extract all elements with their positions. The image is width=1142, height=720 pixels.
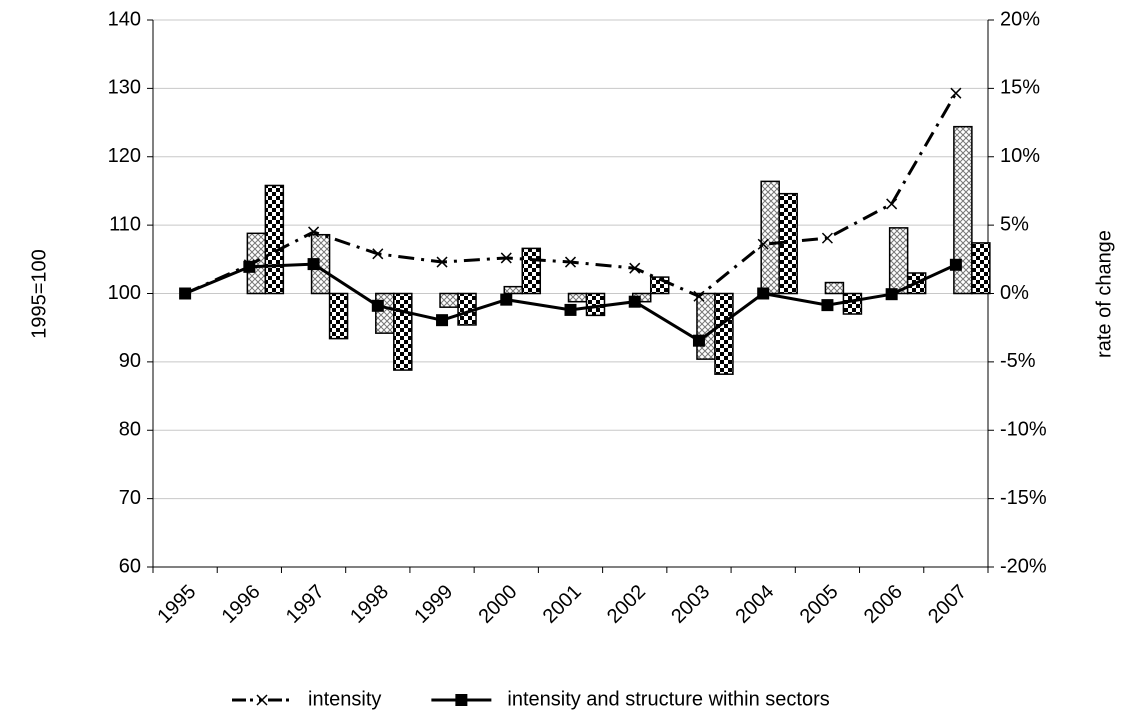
y2-tick-label: -20% bbox=[1000, 555, 1047, 577]
bar bbox=[264, 184, 285, 295]
point-marker bbox=[950, 87, 962, 99]
point-marker bbox=[564, 303, 577, 316]
bar bbox=[696, 292, 716, 360]
x-tick-label: 2004 bbox=[731, 581, 778, 628]
point-marker bbox=[564, 256, 577, 268]
y-tick-label: 120 bbox=[108, 145, 141, 167]
bar bbox=[393, 292, 413, 371]
point-marker bbox=[629, 262, 641, 274]
y2-tick-label: -10% bbox=[1000, 419, 1047, 441]
y2-tick-label: 15% bbox=[1000, 77, 1040, 99]
bar bbox=[567, 292, 588, 303]
y-tick-label: 130 bbox=[108, 77, 141, 99]
point-marker bbox=[372, 248, 384, 260]
y-tick-label: 100 bbox=[108, 282, 141, 304]
y-tick-label: 110 bbox=[109, 213, 141, 235]
bar bbox=[439, 292, 459, 308]
y2-tick-label: 5% bbox=[1000, 213, 1029, 235]
x-tick-label: 1997 bbox=[282, 581, 329, 628]
x-tick-label: 1996 bbox=[218, 581, 265, 628]
bar bbox=[521, 247, 542, 295]
point-marker bbox=[821, 299, 834, 312]
x-tick-label: 1999 bbox=[410, 581, 457, 628]
legend-label: intensity and structure within sectors bbox=[507, 688, 829, 710]
legend-marker bbox=[455, 694, 468, 706]
y2-tick-label: 10% bbox=[1000, 145, 1040, 167]
bar bbox=[953, 125, 973, 295]
x-tick-label: 2003 bbox=[667, 581, 714, 628]
point-marker bbox=[179, 287, 192, 300]
y-axis-label: 1995=100 bbox=[28, 249, 50, 339]
point-marker bbox=[757, 287, 770, 300]
point-marker bbox=[243, 260, 256, 273]
bar bbox=[971, 242, 991, 295]
point-marker bbox=[692, 334, 705, 347]
bar bbox=[760, 180, 780, 295]
bar bbox=[375, 292, 395, 334]
bar bbox=[714, 292, 734, 375]
point-marker bbox=[307, 258, 320, 271]
legend-marker bbox=[256, 694, 268, 706]
bar bbox=[888, 227, 909, 295]
point-marker bbox=[308, 226, 320, 238]
point-marker bbox=[371, 299, 384, 312]
point-marker bbox=[886, 198, 898, 210]
bar bbox=[842, 292, 863, 315]
y-tick-label: 80 bbox=[119, 419, 141, 441]
point-marker bbox=[436, 314, 449, 327]
x-tick-label: 2005 bbox=[796, 581, 843, 628]
x-tick-label: 2001 bbox=[539, 581, 586, 628]
point-marker bbox=[436, 256, 448, 268]
x-tick-label: 2007 bbox=[924, 581, 971, 628]
point-marker bbox=[757, 238, 769, 250]
y-tick-label: 70 bbox=[119, 487, 141, 509]
y2-tick-label: -5% bbox=[1000, 350, 1036, 372]
y2-axis-label: rate of change bbox=[1093, 230, 1115, 358]
point-marker bbox=[500, 293, 513, 306]
legend-label: intensity bbox=[308, 688, 381, 710]
point-marker bbox=[500, 252, 512, 264]
x-tick-label: 2000 bbox=[475, 581, 522, 628]
x-tick-label: 1998 bbox=[346, 581, 393, 628]
y2-tick-label: 0% bbox=[1000, 282, 1029, 304]
bar bbox=[328, 292, 349, 340]
y2-tick-label: -15% bbox=[1000, 487, 1047, 509]
point-marker bbox=[821, 232, 833, 244]
bar bbox=[503, 285, 524, 295]
x-tick-label: 2002 bbox=[603, 581, 650, 628]
y2-tick-label: 20% bbox=[1000, 8, 1040, 30]
y-tick-label: 140 bbox=[108, 8, 141, 30]
y-tick-label: 60 bbox=[119, 555, 141, 577]
point-marker bbox=[949, 258, 962, 271]
y-tick-label: 90 bbox=[119, 350, 141, 372]
point-marker bbox=[693, 290, 705, 302]
x-tick-label: 1995 bbox=[153, 581, 200, 628]
x-tick-label: 2006 bbox=[860, 581, 907, 628]
bar bbox=[824, 281, 845, 295]
point-marker bbox=[885, 288, 898, 301]
point-marker bbox=[628, 295, 641, 308]
